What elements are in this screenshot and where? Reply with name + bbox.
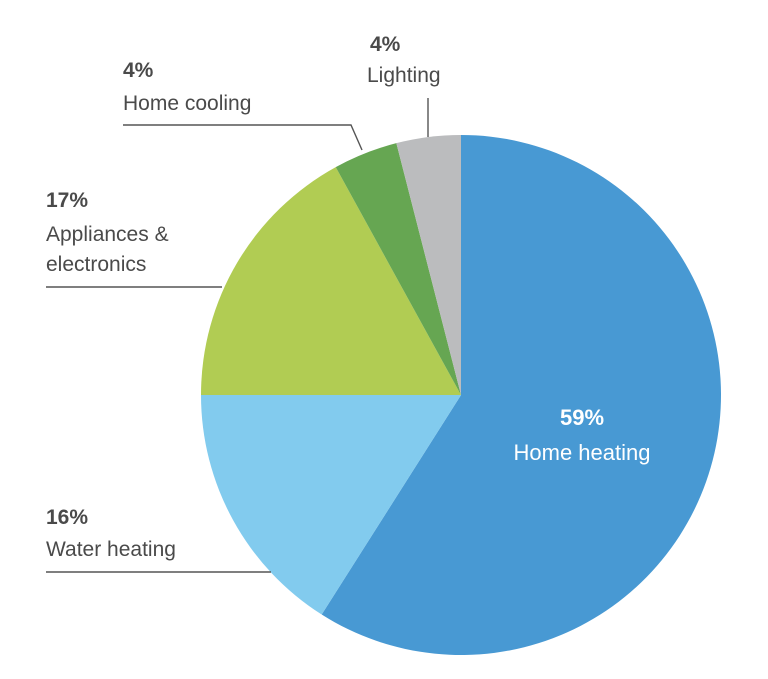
slice-lighting <box>396 135 461 395</box>
slice-water-heating <box>201 395 461 615</box>
label-home-heating-value: 59% <box>560 405 604 430</box>
slice-appliances-electronics <box>200 167 461 395</box>
label-lighting-value: 4% <box>370 33 401 56</box>
label-home-cooling-name: Home cooling <box>123 92 251 115</box>
label-appliances-name-line2: electronics <box>46 253 146 276</box>
label-lighting-name: Lighting <box>367 64 441 87</box>
slice-home-heating <box>321 135 721 655</box>
label-home-heating-name: Home heating <box>514 440 651 465</box>
label-appliances-value: 17% <box>46 189 88 212</box>
leader-home-cooling <box>123 124 363 151</box>
pie-slices <box>200 135 721 655</box>
label-home-cooling-value: 4% <box>123 59 154 82</box>
label-water-heating-name: Water heating <box>46 538 176 561</box>
label-water-heating-value: 16% <box>46 506 88 529</box>
label-appliances-name-line1: Appliances & <box>46 223 169 246</box>
slice-home-cooling <box>335 143 461 395</box>
leader-lines <box>46 98 429 573</box>
